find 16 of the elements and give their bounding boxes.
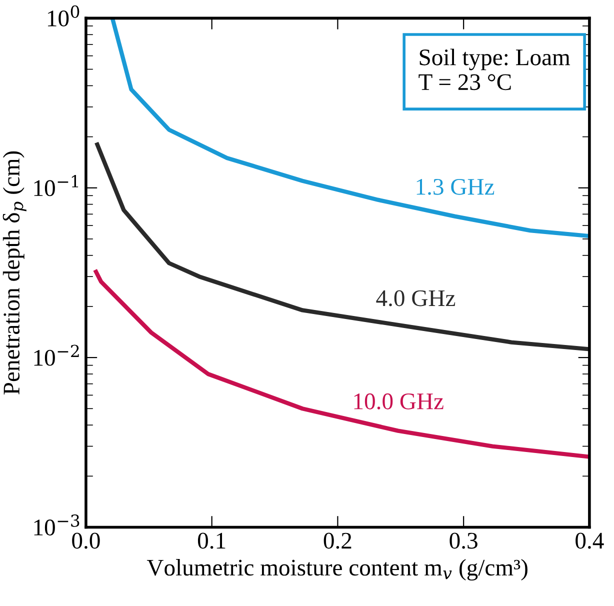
series-label: 1.3 GHz (416, 178, 494, 195)
y-tick-label: 10$^{0}$ (48, 5, 80, 26)
annotation: Soil type: Loam T = 23 °C (418, 48, 570, 90)
series-label: 4.0 GHz (376, 290, 456, 306)
x-tick-label: 0.3 (450, 532, 478, 549)
y-axis-title: Penetration depth δ$_{p}$ (cm) (2, 151, 26, 394)
y-tick-label: 10$^{−1}$ (34, 175, 78, 196)
line-series (94, 270, 590, 459)
x-tick-label: 0.2 (324, 532, 352, 549)
x-tick-label: 0.4 (576, 532, 604, 549)
line-series (110, 18, 590, 238)
x-tick-label: 0.1 (198, 532, 226, 549)
series-label: 10.0 GHz (354, 393, 444, 410)
line-series (95, 142, 590, 352)
x-axis-title: Volumetric moisture content m$_{v}$ (g/cm³) (146, 559, 528, 581)
y-tick-label: 10$^{−2}$ (34, 344, 79, 366)
